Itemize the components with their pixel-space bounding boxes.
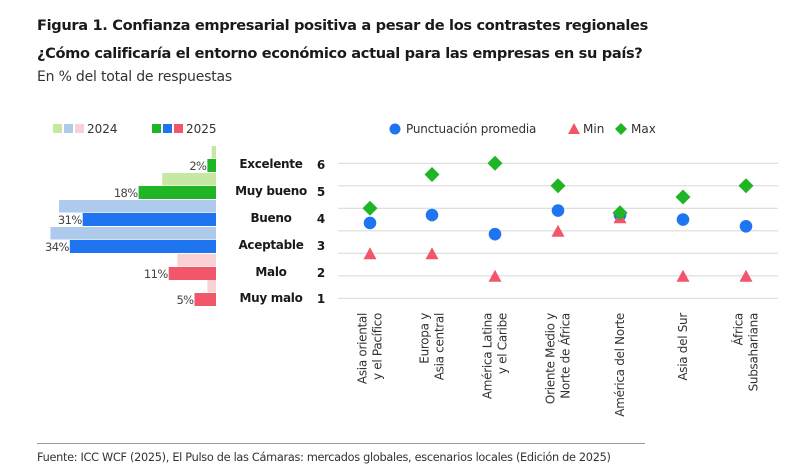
marker-max — [424, 167, 440, 183]
figure-subtitle: ¿Cómo calificaría el entorno económico a… — [37, 45, 643, 62]
region-label: América Latina — [481, 313, 495, 399]
region-label: Europa y — [418, 313, 432, 364]
figure-title: Figura 1. Confianza empresarial positiva… — [37, 17, 648, 34]
marker-average — [363, 216, 377, 230]
bar-2024-Aceptable — [50, 227, 217, 240]
bar-data-label: 2% — [189, 159, 207, 173]
score-tick-label: 5 — [317, 185, 325, 199]
category-label: Aceptable — [238, 238, 303, 252]
region-label: Asia central — [433, 313, 447, 380]
region-label: Subsahariana — [747, 313, 761, 391]
marker-min — [739, 269, 753, 282]
bar-2024-Excelente — [211, 146, 216, 159]
legend-swatch-2025 — [152, 124, 161, 133]
marker-min — [551, 224, 565, 237]
region-label: Oriente Medio y — [544, 313, 558, 404]
marker-max — [738, 178, 754, 194]
bar-2024-Muy malo — [207, 280, 216, 293]
region-label: Norte de África — [558, 313, 573, 399]
legend-label-average: Punctuación promedia — [406, 122, 536, 136]
marker-max — [550, 178, 566, 194]
marker-average — [425, 208, 439, 222]
region-label: América del Norte — [613, 313, 627, 417]
figure-unit-note: En % del total de respuestas — [37, 69, 232, 85]
marker-max — [362, 200, 378, 216]
bar-2025-Aceptable — [69, 240, 216, 253]
bar-2025-Bueno — [82, 213, 216, 226]
legend-swatch-2024 — [75, 124, 84, 133]
bar-data-label: 18% — [114, 186, 138, 200]
category-label: Excelente — [239, 157, 302, 171]
marker-min — [363, 247, 377, 260]
region-label: África — [731, 313, 746, 345]
bar-2025-Excelente — [207, 159, 216, 172]
bar-data-label: 11% — [144, 267, 168, 281]
marker-min — [488, 269, 502, 282]
legend-label-2024: 2024 — [87, 122, 118, 136]
marker-average — [488, 227, 502, 241]
category-label: Muy bueno — [235, 184, 307, 198]
score-tick-label: 3 — [317, 239, 325, 253]
category-label: Malo — [255, 265, 286, 279]
marker-max — [612, 205, 628, 221]
category-label: Muy malo — [239, 291, 302, 305]
legend-swatch-2025 — [174, 124, 183, 133]
score-tick-label: 1 — [317, 292, 325, 306]
bar-data-label: 5% — [176, 293, 194, 307]
region-label: y el Pacífico — [371, 313, 385, 380]
bar-2024-Malo — [177, 254, 216, 267]
marker-min — [425, 247, 439, 260]
marker-min — [676, 269, 690, 282]
bar-2025-Malo — [168, 267, 216, 280]
legend-diamond-icon — [615, 123, 627, 135]
region-label: Asia del Sur — [676, 313, 690, 381]
legend-triangle-icon — [568, 123, 580, 134]
bar-2024-Bueno — [59, 200, 216, 213]
bar-2025-Muy bueno — [138, 186, 216, 199]
legend-swatch-2024 — [64, 124, 73, 133]
legend-label-2025: 2025 — [186, 122, 217, 136]
score-tick-label: 4 — [317, 212, 325, 226]
legend-swatch-2024 — [53, 124, 62, 133]
region-label: y el Caribe — [496, 313, 510, 374]
footer-divider — [37, 443, 645, 444]
score-tick-label: 2 — [317, 266, 325, 280]
bar-data-label: 34% — [45, 240, 69, 254]
legend-label-max: Max — [631, 122, 656, 136]
marker-max — [487, 155, 503, 171]
score-tick-label: 6 — [317, 158, 325, 172]
legend-circle-icon — [389, 123, 401, 135]
legend-swatch-2025 — [163, 124, 172, 133]
bar-data-label: 31% — [58, 213, 82, 227]
marker-average — [551, 204, 565, 217]
marker-max — [675, 189, 691, 205]
region-label: Asia oriental — [356, 313, 370, 384]
bar-2025-Muy malo — [194, 293, 216, 306]
marker-average — [676, 213, 690, 226]
category-label: Bueno — [250, 211, 291, 225]
legend-label-min: Min — [583, 122, 604, 136]
source-note: Fuente: ICC WCF (2025), El Pulso de las … — [37, 451, 611, 464]
bar-2024-Muy bueno — [162, 173, 216, 186]
marker-average — [739, 220, 753, 233]
chart-canvas: 2024 2025 2% Excelente 6 18% Muy bueno 5 31% Buen… — [45, 122, 778, 417]
